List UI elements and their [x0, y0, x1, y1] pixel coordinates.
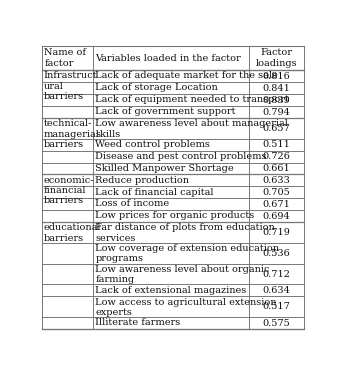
Text: 0.575: 0.575: [263, 319, 291, 327]
Text: Low coverage of extension education
programs: Low coverage of extension education prog…: [95, 244, 280, 263]
Text: 0.511: 0.511: [263, 140, 291, 149]
Text: 0.671: 0.671: [263, 200, 291, 209]
Text: 0.634: 0.634: [263, 286, 291, 295]
Text: technical-
managerial
barriers: technical- managerial barriers: [44, 119, 99, 149]
Text: 0.719: 0.719: [263, 228, 291, 237]
Text: 0.839: 0.839: [263, 95, 291, 104]
Text: Illiterate farmers: Illiterate farmers: [95, 318, 181, 327]
Text: Low access to agricultural extension
experts: Low access to agricultural extension exp…: [95, 298, 277, 317]
Text: Factor
loadings: Factor loadings: [256, 48, 297, 68]
Text: 0.712: 0.712: [263, 270, 291, 279]
Text: 0.661: 0.661: [263, 164, 291, 173]
Text: Reduce production: Reduce production: [95, 176, 189, 185]
Text: 0.726: 0.726: [263, 152, 291, 161]
Text: Lack of adequate market for the sale: Lack of adequate market for the sale: [95, 72, 278, 81]
Text: Low awareness level about managerial
skills: Low awareness level about managerial ski…: [95, 119, 288, 138]
Text: 0.633: 0.633: [263, 176, 291, 185]
Text: Disease and pest control problems: Disease and pest control problems: [95, 152, 267, 161]
Text: 0.794: 0.794: [263, 107, 291, 116]
Text: Low awareness level about organic
farming: Low awareness level about organic farmin…: [95, 265, 270, 284]
Text: 0.841: 0.841: [263, 84, 291, 93]
Text: 0.694: 0.694: [263, 211, 291, 221]
Text: Lack of equipment needed to transport: Lack of equipment needed to transport: [95, 95, 289, 104]
Text: Skilled Manpower Shortage: Skilled Manpower Shortage: [95, 164, 234, 173]
Text: Variables loaded in the factor: Variables loaded in the factor: [95, 54, 241, 63]
Text: 0.517: 0.517: [263, 302, 291, 311]
Text: Weed control problems: Weed control problems: [95, 140, 210, 149]
Text: Far distance of plots from education
services: Far distance of plots from education ser…: [95, 223, 275, 243]
Text: Infrastruct
ural
barriers: Infrastruct ural barriers: [44, 72, 97, 101]
Text: Low prices for organic products: Low prices for organic products: [95, 211, 255, 220]
Text: 0.536: 0.536: [263, 249, 291, 258]
Text: 0.816: 0.816: [263, 72, 291, 81]
Text: Lack of extensional magazines: Lack of extensional magazines: [95, 286, 247, 295]
Text: 0.705: 0.705: [263, 188, 291, 197]
Text: economic-
financial
barriers: economic- financial barriers: [44, 176, 94, 206]
Text: 0.657: 0.657: [263, 124, 291, 133]
Text: Name of
factor: Name of factor: [44, 48, 86, 68]
Text: Lack of financial capital: Lack of financial capital: [95, 188, 214, 197]
Text: Lack of storage Location: Lack of storage Location: [95, 84, 218, 93]
Text: Lack of government support: Lack of government support: [95, 107, 236, 116]
Text: Loss of income: Loss of income: [95, 200, 170, 209]
Text: educational
barriers: educational barriers: [44, 223, 101, 243]
